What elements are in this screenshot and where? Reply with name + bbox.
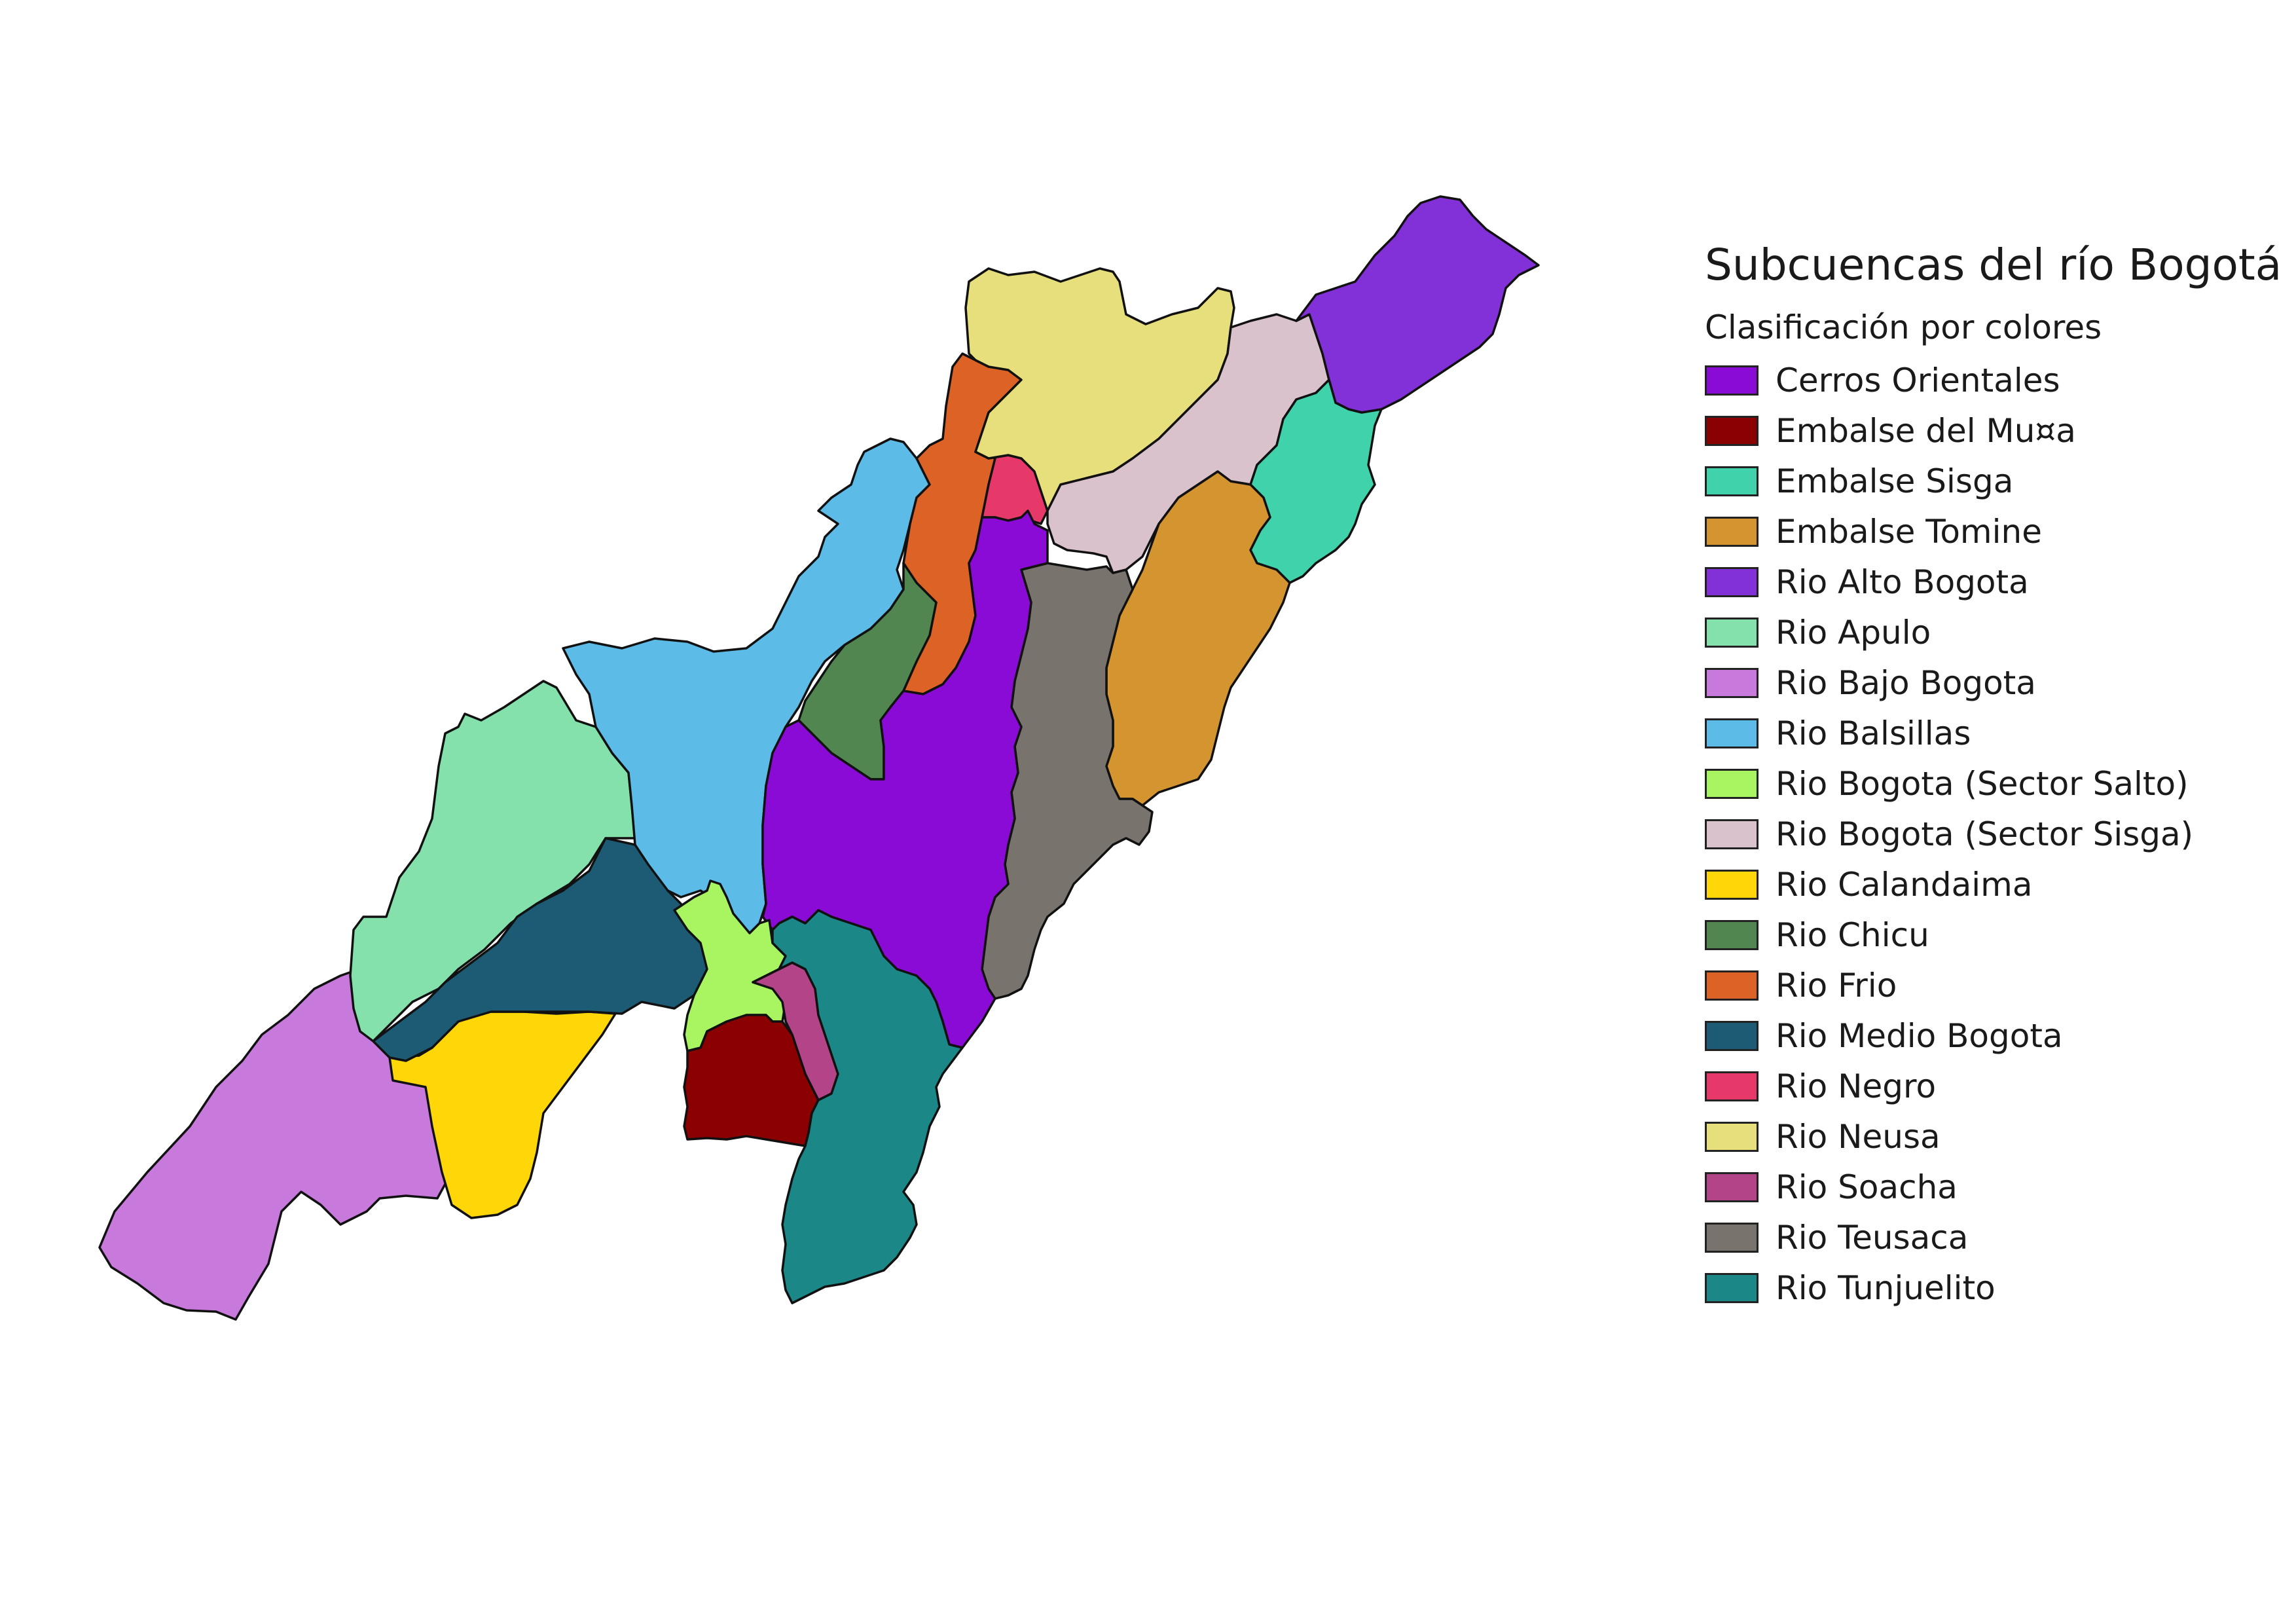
legend-swatch bbox=[1705, 919, 1758, 950]
legend-label: Rio Chicu bbox=[1776, 915, 1929, 954]
legend-item-rio-medio-bogota[interactable]: Rio Medio Bogota bbox=[1705, 1010, 2282, 1061]
legend-label: Rio Soacha bbox=[1776, 1168, 1958, 1206]
legend-label: Rio Bogota (Sector Salto) bbox=[1776, 764, 2189, 803]
legend-item-rio-chicu[interactable]: Rio Chicu bbox=[1705, 910, 2282, 960]
legend-swatch bbox=[1705, 718, 1758, 748]
legend-label: Rio Bajo Bogota bbox=[1776, 663, 2036, 702]
legend-swatch bbox=[1705, 566, 1758, 597]
legend-swatch bbox=[1705, 516, 1758, 547]
legend-label: Rio Tunjuelito bbox=[1776, 1268, 1995, 1307]
legend-swatch bbox=[1705, 768, 1758, 799]
legend-item-rio-balsillas[interactable]: Rio Balsillas bbox=[1705, 708, 2282, 758]
legend-item-rio-teusaca[interactable]: Rio Teusaca bbox=[1705, 1212, 2282, 1263]
legend-swatch bbox=[1705, 970, 1758, 1001]
legend-item-embalse-sisga[interactable]: Embalse Sisga bbox=[1705, 456, 2282, 506]
basin-rio-alto-bogota[interactable] bbox=[1295, 195, 1540, 414]
legend-item-embalse-tomine[interactable]: Embalse Tomine bbox=[1705, 506, 2282, 557]
legend-label: Embalse Sisga bbox=[1776, 462, 2014, 500]
legend-label: Rio Medio Bogota bbox=[1776, 1016, 2063, 1055]
legend-item-embalse-del-muna[interactable]: Embalse del Mu¤a bbox=[1705, 405, 2282, 456]
legend-label: Rio Negro bbox=[1776, 1067, 1937, 1105]
legend-label: Embalse del Mu¤a bbox=[1776, 411, 2076, 450]
basin-rio-tunjuelito[interactable] bbox=[771, 909, 964, 1304]
legend-swatch bbox=[1705, 1071, 1758, 1101]
legend-item-rio-calandaima[interactable]: Rio Calandaima bbox=[1705, 859, 2282, 910]
legend-item-rio-neusa[interactable]: Rio Neusa bbox=[1705, 1111, 2282, 1162]
legend-label: Rio Neusa bbox=[1776, 1117, 1941, 1156]
legend-label: Rio Apulo bbox=[1776, 613, 1931, 652]
legend-swatch bbox=[1705, 1272, 1758, 1303]
legend-swatch bbox=[1705, 1121, 1758, 1152]
basin-embalse-sisga[interactable] bbox=[1249, 378, 1383, 584]
basin-rio-calandaima[interactable] bbox=[388, 1010, 617, 1219]
legend-subtitle: Clasificación por colores bbox=[1705, 308, 2102, 346]
legend-label: Rio Teusaca bbox=[1776, 1218, 1969, 1257]
legend-items: Cerros Orientales Embalse del Mu¤a Embalse… bbox=[1705, 355, 2282, 1313]
legend-title: Subcuencas del río Bogotá bbox=[1705, 240, 2282, 290]
basin-rio-medio-bogota[interactable] bbox=[372, 837, 708, 1062]
legend-item-rio-negro[interactable]: Rio Negro bbox=[1705, 1061, 2282, 1111]
legend-item-rio-bogota-sector-sisga[interactable]: Rio Bogota (Sector Sisga) bbox=[1705, 809, 2282, 859]
legend-swatch bbox=[1705, 819, 1758, 849]
legend-swatch bbox=[1705, 869, 1758, 900]
legend-item-rio-alto-bogota[interactable]: Rio Alto Bogota bbox=[1705, 557, 2282, 607]
legend-label: Rio Bogota (Sector Sisga) bbox=[1776, 815, 2194, 853]
legend-item-rio-apulo[interactable]: Rio Apulo bbox=[1705, 607, 2282, 657]
legend-item-rio-soacha[interactable]: Rio Soacha bbox=[1705, 1162, 2282, 1212]
legend-label: Cerros Orientales bbox=[1776, 361, 2060, 399]
legend-swatch bbox=[1705, 1020, 1758, 1051]
legend: Subcuencas del río Bogotá Clasificación … bbox=[1705, 236, 2282, 1313]
legend-label: Rio Frio bbox=[1776, 966, 1897, 1005]
legend-label: Rio Calandaima bbox=[1776, 865, 2033, 904]
legend-label: Embalse Tomine bbox=[1776, 512, 2042, 551]
legend-swatch bbox=[1705, 1172, 1758, 1202]
legend-item-rio-tunjuelito[interactable]: Rio Tunjuelito bbox=[1705, 1263, 2282, 1313]
legend-swatch bbox=[1705, 365, 1758, 396]
legend-item-rio-frio[interactable]: Rio Frio bbox=[1705, 960, 2282, 1010]
legend-item-rio-bajo-bogota[interactable]: Rio Bajo Bogota bbox=[1705, 657, 2282, 708]
legend-swatch bbox=[1705, 617, 1758, 648]
legend-item-cerros-orientales[interactable]: Cerros Orientales bbox=[1705, 355, 2282, 405]
basin-rio-bajo-bogota[interactable] bbox=[98, 970, 453, 1321]
legend-label: Rio Balsillas bbox=[1776, 714, 1971, 752]
legend-item-rio-bogota-sector-salto[interactable]: Rio Bogota (Sector Salto) bbox=[1705, 758, 2282, 809]
legend-swatch bbox=[1705, 1222, 1758, 1253]
legend-label: Rio Alto Bogota bbox=[1776, 563, 2029, 601]
legend-swatch bbox=[1705, 466, 1758, 496]
legend-swatch bbox=[1705, 667, 1758, 698]
legend-swatch bbox=[1705, 415, 1758, 446]
